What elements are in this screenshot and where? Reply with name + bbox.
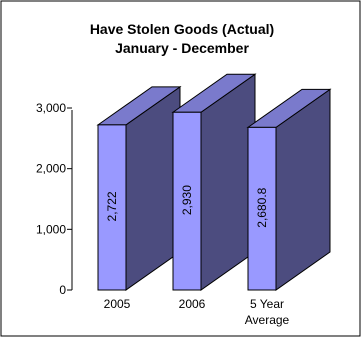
y-tick-label: 1,000	[36, 222, 66, 236]
y-tick-label: 2,000	[36, 162, 66, 176]
y-axis: 0 1,000 2,000 3,000	[36, 101, 73, 297]
bar-front	[247, 126, 277, 291]
x-axis-labels: 2005 2006 5 Year Average	[104, 297, 290, 327]
chart-title: Have Stolen Goods (Actual)	[90, 21, 274, 37]
bar: 2,680.8	[246, 88, 332, 291]
bar-front	[172, 111, 202, 291]
x-tick-label: 2005	[104, 297, 131, 311]
bars: 2,722 2,930 2,680.8	[96, 73, 332, 291]
chart-subtitle: January - December	[115, 40, 249, 56]
bar-value-label: 2,930	[180, 185, 194, 215]
x-tick-label: 5 Year Average	[245, 297, 290, 327]
bar-value-label: 2,680.8	[255, 187, 269, 227]
x-tick-label: 2006	[179, 297, 206, 311]
y-tick-label: 0	[59, 283, 66, 297]
bar: 2,722	[96, 85, 182, 291]
bar-front	[97, 124, 127, 291]
bar-value-label: 2,722	[105, 191, 119, 221]
y-tick-label: 3,000	[36, 101, 66, 115]
bar: 2,930	[171, 73, 257, 291]
